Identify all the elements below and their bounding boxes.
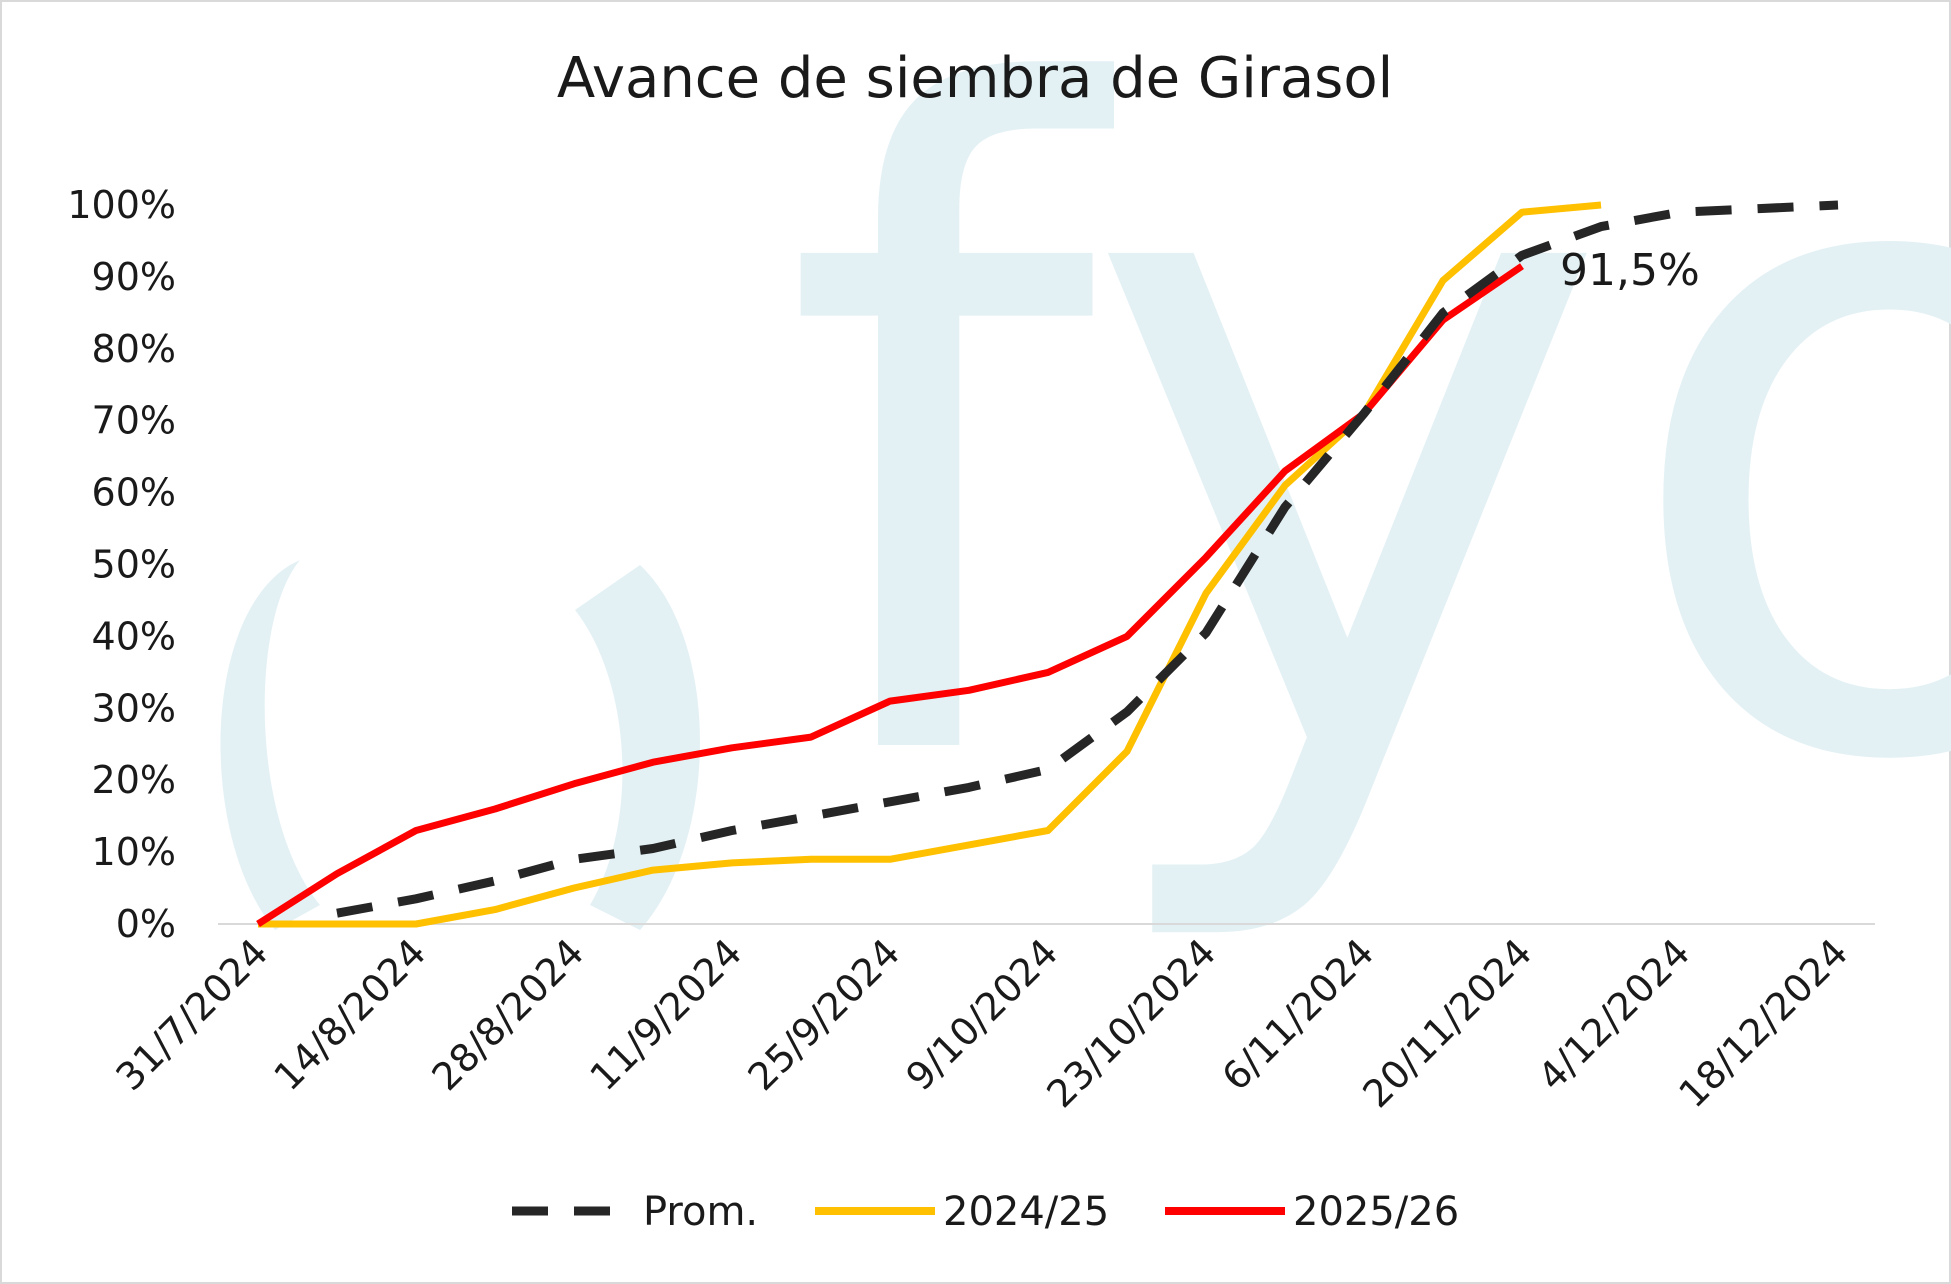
legend-label-2024-25: 2024/25 xyxy=(943,1189,1109,1235)
x-tick-label: 14/8/2024 xyxy=(265,930,434,1099)
x-tick-label: 18/12/2024 xyxy=(1670,930,1856,1116)
legend-label-prom: Prom. xyxy=(643,1189,758,1235)
y-tick-label: 100% xyxy=(67,183,176,227)
y-tick-label: 50% xyxy=(92,543,176,587)
chart-title: Avance de siembra de Girasol xyxy=(557,46,1393,111)
x-tick-label: 11/9/2024 xyxy=(581,930,750,1099)
series-line-2024-25 xyxy=(258,201,1602,928)
legend-label-2025-26: 2025/26 xyxy=(1293,1189,1459,1235)
x-tick-label: 28/8/2024 xyxy=(423,930,592,1099)
watermark-left-paren xyxy=(220,560,320,930)
y-tick-label: 70% xyxy=(92,399,176,443)
series-layer xyxy=(256,200,1839,928)
x-axis-ticks: 31/7/202414/8/202428/8/202411/9/202425/9… xyxy=(107,930,1856,1116)
y-tick-label: 10% xyxy=(92,830,176,874)
final-value-annotation: 91,5% xyxy=(1560,245,1700,296)
y-tick-label: 20% xyxy=(92,758,176,802)
watermark-text: fyo xyxy=(780,0,1951,958)
y-tick-label: 0% xyxy=(116,902,176,946)
y-axis-ticks: 0% 10% 20% 30% 40% 50% 60% 70% 80% 90% 100% xyxy=(67,183,176,946)
x-tick-label: 20/11/2024 xyxy=(1354,930,1540,1116)
watermark-right-paren xyxy=(575,565,700,930)
series-line-prom- xyxy=(336,200,1839,918)
series-line-2025-26 xyxy=(256,263,1524,927)
watermark-logo: fyo xyxy=(220,0,1951,958)
y-tick-label: 90% xyxy=(92,255,176,299)
legend: Prom. 2024/25 2025/26 xyxy=(512,1189,1459,1235)
y-tick-label: 80% xyxy=(92,327,176,371)
y-tick-label: 30% xyxy=(92,686,176,730)
y-tick-label: 60% xyxy=(92,471,176,515)
x-tick-label: 23/10/2024 xyxy=(1038,930,1224,1116)
y-tick-label: 40% xyxy=(92,614,176,658)
x-tick-label: 31/7/2024 xyxy=(107,930,276,1099)
